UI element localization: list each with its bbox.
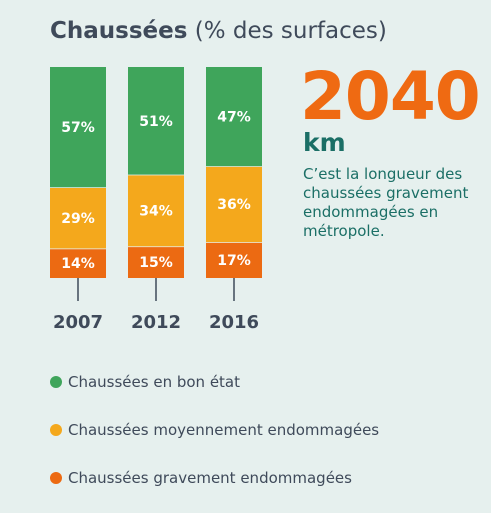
legend-item-medium: Chaussées moyennement endommagées bbox=[50, 417, 379, 443]
legend-dot-bad bbox=[50, 472, 62, 484]
bar-segment-2007-1 bbox=[50, 187, 106, 249]
data-label-2007-2: 57% bbox=[61, 120, 95, 136]
bar-segment-2012-1 bbox=[128, 174, 184, 247]
data-label-2012-0: 15% bbox=[139, 255, 173, 271]
highlight-unit: km bbox=[303, 128, 346, 157]
highlight-description: C’est la longueur des chaussées gravemen… bbox=[303, 165, 469, 240]
category-label-2016: 2016 bbox=[209, 312, 259, 333]
data-label-2007-1: 29% bbox=[61, 211, 95, 227]
data-label-2016-2: 47% bbox=[217, 110, 251, 126]
bar-segment-2012-2 bbox=[128, 67, 184, 175]
data-label-2012-2: 51% bbox=[139, 114, 173, 130]
bar-segment-2012-0 bbox=[128, 246, 184, 278]
legend-dot-medium bbox=[50, 424, 62, 436]
stacked-bar-chart: 14% 29% 57% 2007 15% 34% 51% 2012 17% 36% 47% 2016 bbox=[50, 67, 262, 333]
category-label-2012: 2012 bbox=[131, 312, 181, 333]
legend-dot-good bbox=[50, 376, 62, 388]
legend-item-bad: Chaussées gravement endommagées bbox=[50, 465, 379, 491]
chart-title-sub: (% des surfaces) bbox=[194, 18, 387, 44]
bar-segment-2016-1 bbox=[206, 166, 262, 243]
bar-segment-2007-2 bbox=[50, 67, 106, 188]
chart-title-main: Chaussées bbox=[50, 18, 188, 44]
legend-label-medium: Chaussées moyennement endommagées bbox=[68, 421, 380, 439]
highlight-value: 2040 bbox=[300, 58, 481, 135]
bar-segment-2016-0 bbox=[206, 242, 262, 278]
data-label-2016-1: 36% bbox=[217, 197, 251, 213]
legend-label-bad: Chaussées gravement endommagées bbox=[68, 469, 352, 487]
legend-label-good: Chaussées en bon état bbox=[68, 373, 241, 391]
chart-title: Chaussées (% des surfaces) bbox=[50, 18, 387, 44]
data-label-2012-1: 34% bbox=[139, 203, 173, 219]
data-label-2016-0: 17% bbox=[217, 253, 251, 269]
legend-item-good: Chaussées en bon état bbox=[50, 369, 379, 395]
bar-segment-2016-2 bbox=[206, 67, 262, 167]
legend: Chaussées en bon état Chaussées moyennem… bbox=[50, 369, 379, 513]
bar-segment-2007-0 bbox=[50, 248, 106, 278]
category-label-2007: 2007 bbox=[53, 312, 103, 333]
data-label-2007-0: 14% bbox=[61, 256, 95, 272]
